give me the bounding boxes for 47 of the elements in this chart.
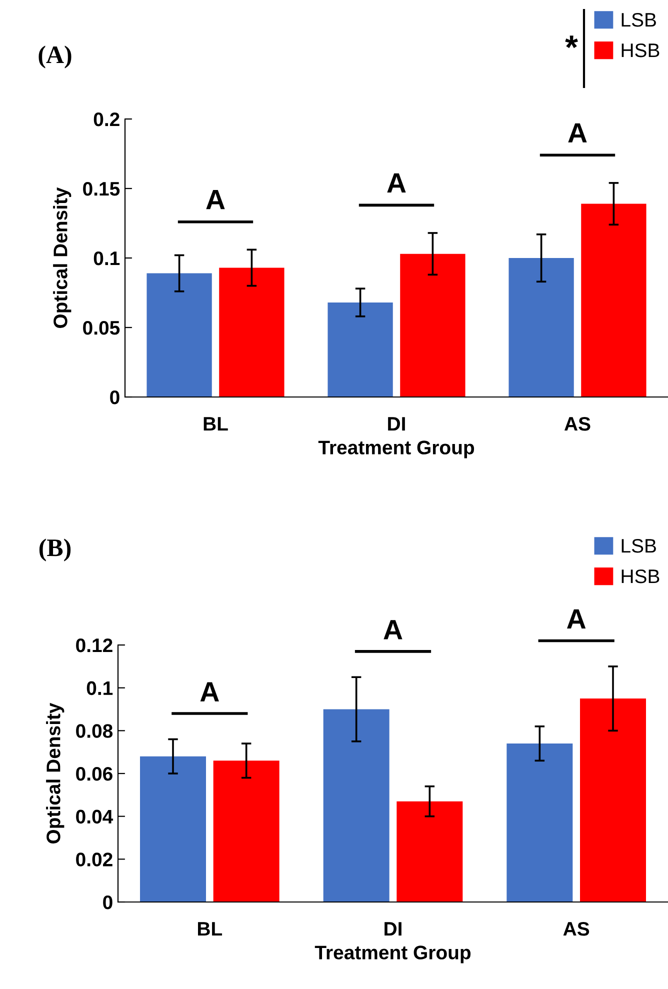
legend-label: HSB	[622, 43, 660, 58]
bar	[580, 698, 646, 902]
text: A	[566, 609, 586, 629]
y-tick-label: 0.15	[83, 182, 120, 196]
bar	[140, 756, 206, 902]
annotation: A	[387, 173, 406, 192]
x-tick-label: BL	[204, 417, 228, 431]
y-tick-label: 0.04	[76, 810, 114, 824]
y-tick-label: 0.05	[83, 320, 120, 335]
legend-label: HSB	[622, 569, 660, 584]
y-tick-label: 0	[103, 895, 112, 910]
x-tick-label: AS	[563, 922, 590, 936]
text: A	[384, 620, 402, 640]
bar	[323, 709, 390, 902]
y-axis-title: Optical Density	[53, 187, 72, 328]
bar	[508, 258, 574, 397]
y-tick-label: 0	[110, 390, 120, 404]
bar	[506, 744, 573, 902]
annotation: A	[206, 190, 225, 210]
bar	[581, 204, 646, 397]
y-axis-title: Optical Density	[46, 702, 64, 844]
bar	[400, 254, 466, 397]
y-tick-label: 0.08	[76, 724, 113, 738]
x-tick-label: DI	[384, 922, 402, 936]
x-tick-label: DI	[388, 417, 405, 431]
annotation: A	[200, 682, 219, 702]
y-tick-label: 0.2	[94, 112, 120, 126]
bar	[213, 760, 280, 902]
x-tick-label: BL	[198, 922, 222, 936]
text: *	[565, 36, 578, 48]
bar	[328, 302, 393, 397]
y-tick-label: 0.12	[76, 638, 112, 652]
x-axis-title: Treatment Group	[318, 440, 474, 458]
x-tick-label: AS	[564, 416, 590, 431]
y-tick-label: 0.1	[86, 681, 113, 696]
chart-title: (A)	[38, 46, 72, 68]
legend-label: LSB	[622, 12, 656, 27]
bar	[146, 273, 212, 397]
annotation: A	[568, 123, 587, 142]
bar	[396, 801, 463, 902]
y-tick-label: 0.1	[94, 251, 120, 266]
bar	[219, 268, 284, 397]
legend-label: LSB	[622, 538, 656, 553]
y-tick-label: 0.02	[76, 852, 112, 866]
y-tick-label: 0.06	[76, 766, 112, 781]
chart-title: (B)	[39, 538, 71, 562]
x-axis-title: Treatment Group	[314, 946, 471, 964]
